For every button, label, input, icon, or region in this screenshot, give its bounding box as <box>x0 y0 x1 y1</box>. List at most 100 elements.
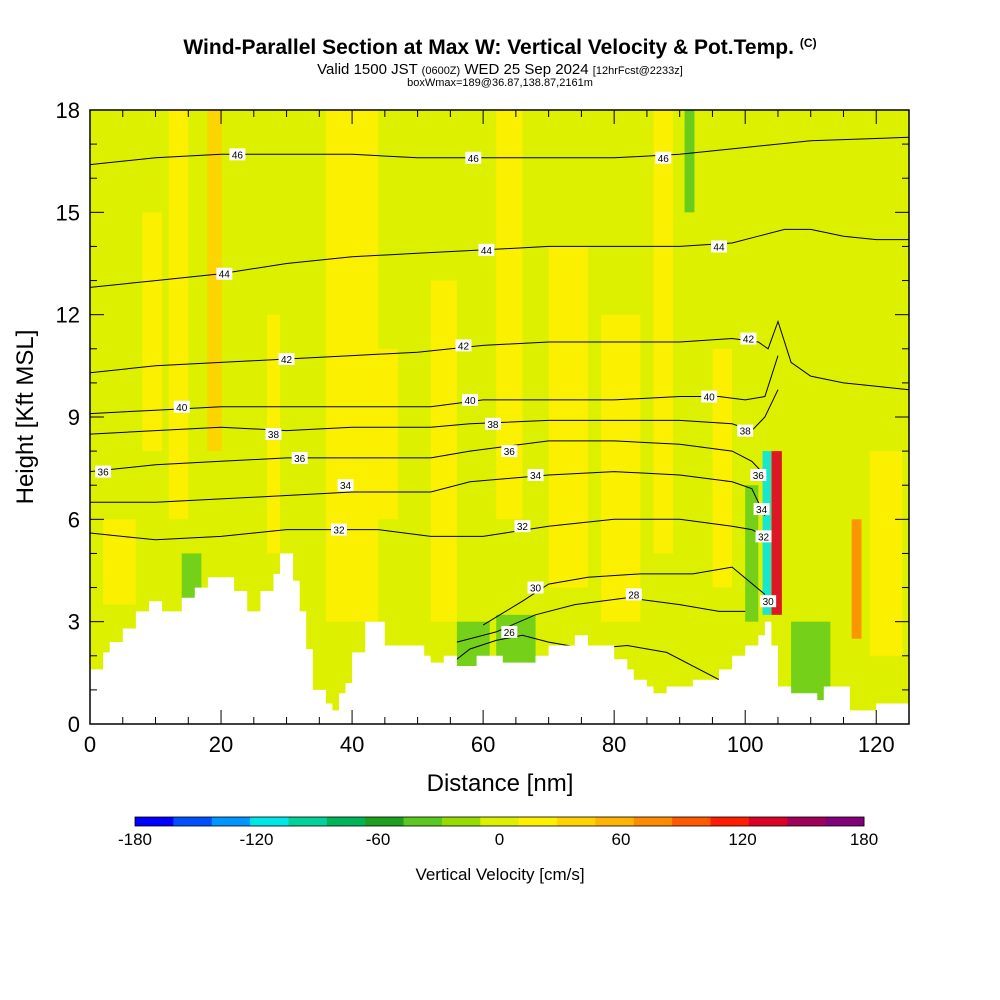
isentrope-label: 32 <box>330 523 347 537</box>
isentrope-label-text: 32 <box>333 526 345 537</box>
isentrope-label-text: 36 <box>98 468 110 479</box>
isentrope-label: 26 <box>501 625 518 639</box>
updraft-patch <box>430 280 457 622</box>
isentrope-line <box>90 228 909 288</box>
isentrope-label-text: 28 <box>628 590 640 601</box>
x-tick-label: 40 <box>340 732 364 757</box>
isentrope-label-bg <box>501 625 518 638</box>
isentrope-label-bg <box>710 240 727 253</box>
updraft-patch <box>653 110 674 554</box>
isentrope-label-text: 32 <box>517 522 529 533</box>
colorbar-swatch <box>672 817 712 826</box>
isentrope-label-bg <box>701 390 718 403</box>
isentrope-label: 40 <box>701 390 718 404</box>
y-tick-label: 0 <box>68 712 80 737</box>
isentrope-label: 42 <box>455 339 472 352</box>
isentrope-label: 40 <box>462 393 479 407</box>
isentrope-line <box>90 518 766 541</box>
updraft-patch <box>378 348 398 520</box>
isentrope-label-bg <box>265 428 282 441</box>
colorbar-frame <box>134 816 865 827</box>
isentrope-label-bg <box>527 468 544 481</box>
isentrope-label: 46 <box>229 148 246 161</box>
colorbar-swatch <box>326 817 366 826</box>
colorbar-swatch <box>288 817 328 826</box>
isentrope-label-bg <box>501 445 518 458</box>
isentrope-label-text: 44 <box>481 246 493 257</box>
isentrope-label-text: 30 <box>530 584 542 595</box>
y-tick-label: 12 <box>56 303 80 328</box>
x-tick-label: 0 <box>84 732 96 757</box>
isentrope-label-bg <box>462 393 479 406</box>
updraft-patch <box>103 519 136 605</box>
valid-utc: (0600Z) <box>421 65 461 77</box>
updraft-column <box>851 519 862 639</box>
isentrope-label-bg <box>455 339 472 352</box>
colorbar-swatch <box>710 817 750 826</box>
x-tick-label: 100 <box>727 732 764 757</box>
isentrope-label: 46 <box>465 151 482 165</box>
y-tick-label: 9 <box>68 405 80 430</box>
isentrope-label-bg <box>625 588 642 601</box>
isentrope-label: 30 <box>527 581 544 595</box>
updraft-patch <box>325 110 379 622</box>
isentrope-label-text: 36 <box>294 454 306 465</box>
colorbar-swatch <box>787 817 827 826</box>
y-axis-label: Height [Kft MSL] <box>12 330 39 505</box>
isentrope-label-text: 42 <box>458 341 470 352</box>
y-tick-label: 15 <box>56 200 80 225</box>
x-axis-label: Distance [nm] <box>427 770 574 797</box>
isentrope-label-text: 40 <box>704 393 716 404</box>
isentrope-line <box>90 136 909 166</box>
isentrope-label-text: 38 <box>740 427 752 438</box>
colorbar-swatch <box>595 817 635 826</box>
colorbar-tick-label: 0 <box>495 830 504 849</box>
isentrope-label-bg <box>755 530 772 543</box>
isentrope-label: 38 <box>484 417 501 431</box>
isentrope-label-text: 46 <box>468 154 480 165</box>
valid-time: Valid 1500 JST <box>317 61 418 78</box>
chart-subtitle: Valid 1500 JST (0600Z) WED 25 Sep 2024 [… <box>0 61 1000 78</box>
isentrope-label-bg <box>514 520 531 533</box>
isentrope-label-text: 40 <box>464 396 476 407</box>
isentrope-label-text: 34 <box>340 481 352 492</box>
isentrope-label-bg <box>750 468 767 481</box>
colorbar-tick-label: -120 <box>239 830 273 849</box>
isentrope-label-bg <box>737 424 754 437</box>
updraft-patch <box>601 314 641 622</box>
isentrope-line <box>482 566 766 626</box>
isentrope-label-text: 36 <box>504 447 516 458</box>
isentrope-label-text: 32 <box>758 532 770 543</box>
isentrope-label: 38 <box>737 424 754 438</box>
colorbar-label: Vertical Velocity [cm/s] <box>415 865 584 884</box>
colorbar: -180 -120 -60 0 60 120 180 <box>118 816 878 849</box>
isentrope-label: 42 <box>740 332 757 346</box>
isentrope-label: 34 <box>337 479 354 492</box>
isentrope-label-bg <box>484 417 501 430</box>
isentrope-label-bg <box>229 148 246 161</box>
isentrope-label-text: 46 <box>658 154 670 165</box>
colorbar-tick-label: 60 <box>612 830 631 849</box>
isentrope-label: 42 <box>278 353 295 366</box>
colorbar-swatch <box>557 817 596 826</box>
colorbar-tick-label: 180 <box>850 830 878 849</box>
terrain <box>90 553 909 724</box>
updraft-patch <box>869 451 903 656</box>
forecast-info: [12hrFcst@2233z] <box>592 65 683 77</box>
isentrope-label-bg <box>278 353 295 366</box>
chart-title: Wind-Parallel Section at Max W: Vertical… <box>0 36 1000 60</box>
isentrope-label: 32 <box>755 530 772 543</box>
colorbar-swatch <box>480 817 520 826</box>
isentrope-label: 44 <box>478 243 495 257</box>
isentrope-label: 44 <box>216 267 233 281</box>
isentrope-label-text: 46 <box>232 150 244 161</box>
isentrope-label: 36 <box>95 465 112 479</box>
isentrope-label-bg <box>478 243 495 256</box>
x-tick-label: 60 <box>471 732 495 757</box>
updraft-column <box>207 110 222 452</box>
colorbar-tick-label: 120 <box>728 830 756 849</box>
y-tick-label: 18 <box>56 98 80 123</box>
copyright-mark: (C) <box>799 36 817 50</box>
isentrope-label-text: 38 <box>487 420 499 431</box>
